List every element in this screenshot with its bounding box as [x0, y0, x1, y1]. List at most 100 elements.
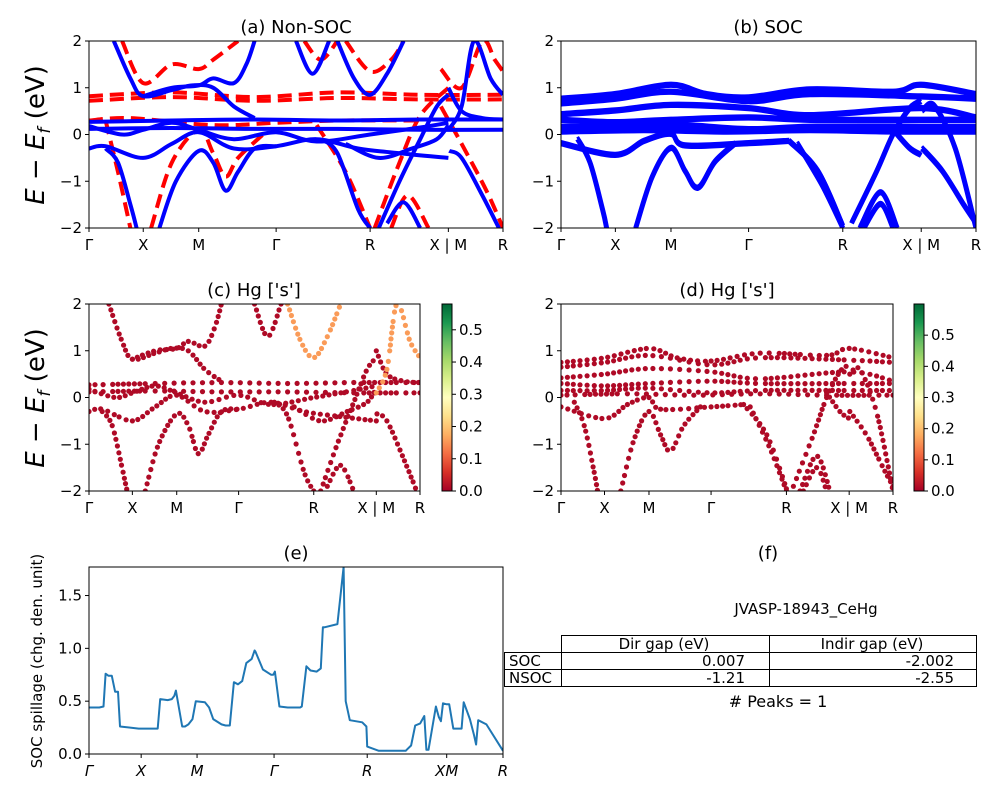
- projection-point: [317, 411, 323, 417]
- band-line: [795, 142, 846, 228]
- band-line-split: [862, 200, 895, 227]
- projection-point: [171, 413, 177, 419]
- peaks-count: # Peaks = 1: [729, 692, 828, 711]
- projection-point: [310, 410, 316, 416]
- projection-point: [105, 408, 111, 414]
- projection-point: [332, 380, 338, 386]
- projection-point: [744, 375, 750, 381]
- projection-point: [177, 410, 183, 416]
- band-line-split: [796, 140, 845, 227]
- table-header-dir-gap: Dir gap (eV): [619, 635, 710, 653]
- colorbar-tick-label: 0.5: [931, 326, 955, 344]
- projection-point: [658, 366, 665, 372]
- projection-point: [313, 389, 319, 395]
- projection-point: [288, 312, 294, 319]
- projection-point: [171, 380, 177, 386]
- projection-point: [850, 392, 856, 398]
- projection-point: [829, 352, 835, 358]
- projection-point: [880, 437, 886, 443]
- projection-point: [218, 389, 224, 395]
- projection-point: [795, 381, 801, 387]
- projection-point: [821, 401, 827, 408]
- projection-point: [809, 381, 815, 387]
- projection-point: [816, 381, 822, 387]
- projection-point: [788, 374, 794, 380]
- projection-point: [285, 304, 291, 307]
- projection-point: [368, 394, 375, 400]
- projection-point: [855, 365, 861, 371]
- projection-point: [202, 399, 208, 405]
- projection-point: [165, 422, 171, 428]
- projection-point: [398, 378, 404, 384]
- projection-point: [330, 322, 336, 328]
- projection-point: [805, 392, 811, 398]
- table-row-soc-dir: 0.007: [702, 652, 745, 670]
- projection-point: [375, 353, 381, 359]
- projection-point: [774, 375, 781, 381]
- projection-point: [185, 348, 191, 354]
- projection-point: [271, 399, 277, 405]
- projection-point: [184, 420, 190, 426]
- projection-point: [326, 392, 332, 398]
- projection-point: [410, 479, 416, 485]
- band-line-solid: [89, 125, 503, 132]
- projection-point: [274, 313, 280, 319]
- panel-c-title: (c) Hg ['s']: [207, 280, 301, 301]
- projection-point: [209, 389, 215, 395]
- projection-point: [322, 475, 328, 481]
- projection-point: [768, 449, 775, 455]
- projection-point: [390, 318, 396, 325]
- projection-point: [579, 416, 585, 422]
- projection-point: [738, 391, 744, 397]
- band-line-solid: [89, 120, 449, 144]
- projection-point: [367, 417, 373, 423]
- x-tick-label: X | M: [902, 236, 940, 254]
- projection-point: [584, 382, 590, 388]
- projection-point: [807, 462, 813, 468]
- projection-point: [593, 414, 599, 421]
- projection-point: [195, 451, 201, 457]
- projection-point: [814, 392, 820, 398]
- projection-point: [290, 319, 296, 325]
- projection-point: [146, 474, 152, 480]
- band-line: [561, 128, 976, 135]
- projection-point: [655, 426, 661, 432]
- projection-point: [98, 391, 104, 397]
- projection-point: [118, 462, 125, 468]
- projection-point: [620, 404, 626, 411]
- projection-point: [617, 382, 623, 388]
- projection-point: [823, 370, 829, 376]
- projection-point: [589, 457, 595, 463]
- projection-point: [366, 390, 372, 396]
- projection-point: [374, 411, 380, 417]
- projection-point: [564, 392, 570, 398]
- projection-point: [571, 408, 577, 414]
- y-tick-label: 0: [72, 126, 82, 144]
- projection-point: [591, 372, 597, 378]
- projection-point: [228, 380, 234, 386]
- projection-point: [642, 381, 648, 387]
- projection-point: [379, 413, 386, 419]
- x-tick-label: X: [135, 762, 147, 780]
- projection-point: [874, 373, 880, 379]
- projection-point: [635, 381, 641, 387]
- projection-point: [294, 380, 300, 386]
- projection-point: [148, 466, 154, 473]
- projection-point: [345, 474, 351, 480]
- projection-point: [880, 352, 886, 358]
- panel-f-table: JVASP-18943_CeHg Dir gap (eV) Indir gap …: [504, 600, 977, 711]
- projection-point: [667, 379, 674, 385]
- y-tick-label: −1: [60, 172, 82, 190]
- projection-point: [338, 432, 344, 438]
- band-line: [633, 141, 737, 228]
- projection-point: [116, 414, 122, 420]
- x-tick-label: Γ: [557, 236, 566, 254]
- projection-point: [776, 470, 783, 476]
- projection-point: [305, 478, 311, 484]
- panel-e-plot-area: [89, 567, 503, 752]
- projection-point: [206, 430, 212, 436]
- projection-point: [859, 370, 865, 376]
- projection-point: [154, 403, 160, 409]
- projection-point: [185, 398, 191, 404]
- projection-point: [822, 472, 828, 478]
